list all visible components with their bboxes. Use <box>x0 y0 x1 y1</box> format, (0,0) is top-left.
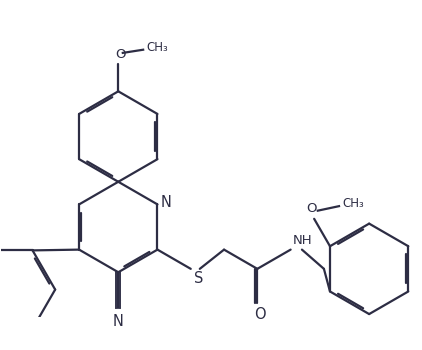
Text: CH₃: CH₃ <box>147 41 168 54</box>
Text: N: N <box>113 314 124 329</box>
Text: O: O <box>307 202 317 215</box>
Text: S: S <box>195 271 204 286</box>
Text: O: O <box>115 48 126 61</box>
Text: O: O <box>254 307 265 322</box>
Text: NH: NH <box>293 234 313 247</box>
Text: CH₃: CH₃ <box>343 197 364 210</box>
Text: N: N <box>161 195 172 210</box>
